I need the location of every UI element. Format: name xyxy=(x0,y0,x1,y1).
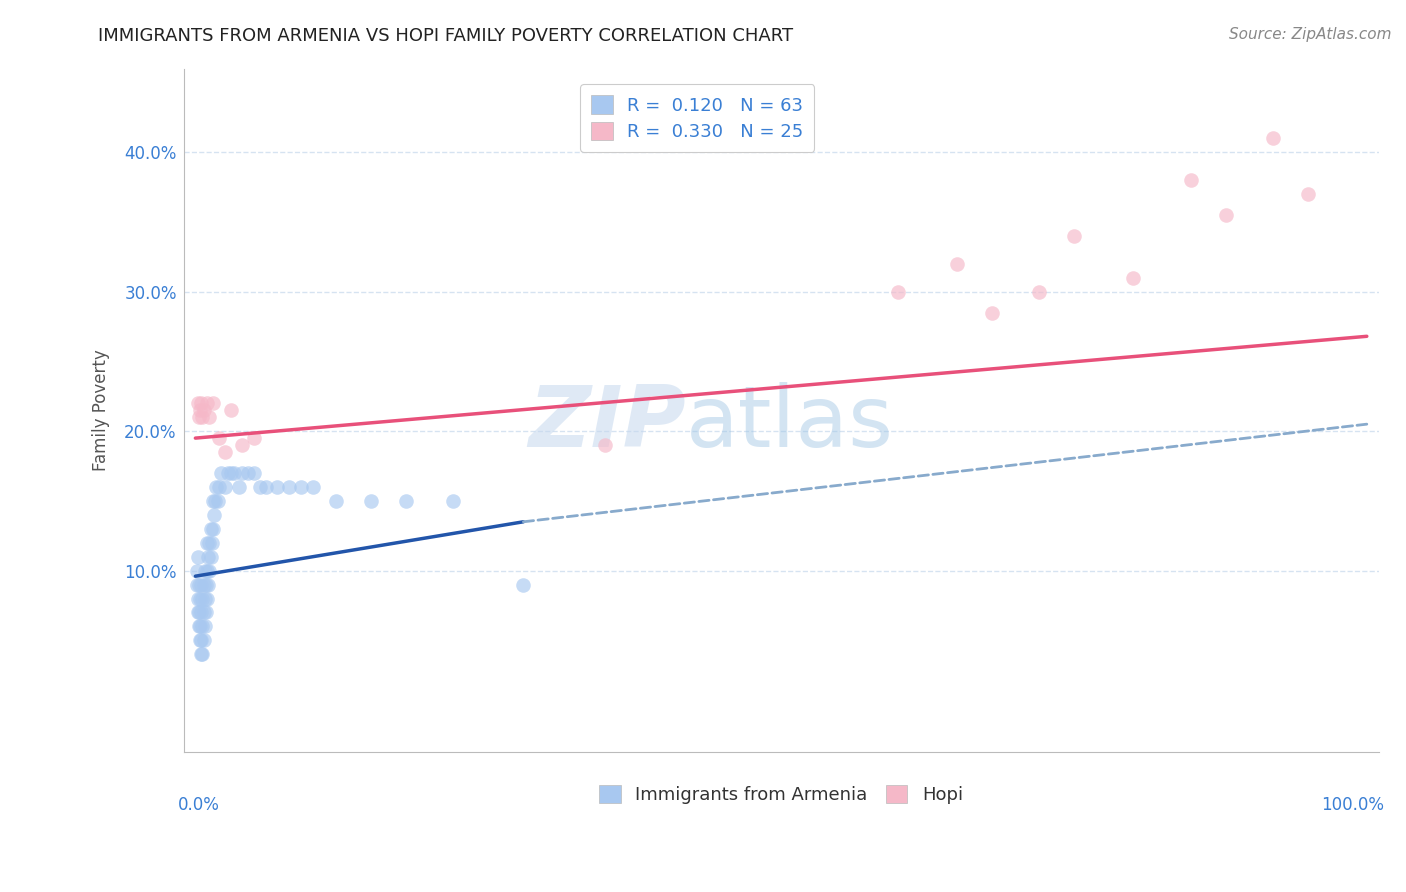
Point xyxy=(278,480,301,494)
Point xyxy=(186,577,208,591)
Point xyxy=(201,522,224,536)
Point xyxy=(887,285,910,299)
Point xyxy=(188,591,211,606)
Point xyxy=(301,480,323,494)
Point xyxy=(231,466,253,480)
Point xyxy=(188,619,211,633)
Point xyxy=(187,619,209,633)
Point xyxy=(200,522,222,536)
Point xyxy=(290,480,312,494)
Point xyxy=(201,494,224,508)
Text: 0.0%: 0.0% xyxy=(177,797,219,814)
Point xyxy=(201,535,224,549)
Point xyxy=(243,466,266,480)
Point xyxy=(190,577,212,591)
Point xyxy=(595,438,617,452)
Point xyxy=(194,577,217,591)
Point xyxy=(188,633,211,648)
Point xyxy=(981,305,1004,319)
Point xyxy=(191,619,214,633)
Point xyxy=(441,494,464,508)
Point xyxy=(193,633,215,648)
Point xyxy=(1261,131,1284,145)
Point xyxy=(1121,270,1143,285)
Point xyxy=(208,480,231,494)
Point xyxy=(360,494,382,508)
Text: IMMIGRANTS FROM ARMENIA VS HOPI FAMILY POVERTY CORRELATION CHART: IMMIGRANTS FROM ARMENIA VS HOPI FAMILY P… xyxy=(98,27,793,45)
Point xyxy=(193,403,215,417)
Point xyxy=(187,410,209,425)
Point xyxy=(204,494,226,508)
Point xyxy=(228,480,250,494)
Point xyxy=(197,577,219,591)
Point xyxy=(188,403,211,417)
Point xyxy=(208,431,231,445)
Point xyxy=(190,633,212,648)
Point xyxy=(219,466,242,480)
Point xyxy=(195,564,218,578)
Point xyxy=(187,396,209,410)
Point xyxy=(191,591,214,606)
Point xyxy=(1063,228,1085,243)
Point xyxy=(187,549,209,564)
Point xyxy=(219,403,242,417)
Point xyxy=(190,606,212,620)
Point xyxy=(207,494,229,508)
Point xyxy=(202,508,225,522)
Point xyxy=(187,606,209,620)
Point xyxy=(236,466,259,480)
Point xyxy=(214,445,236,459)
Point xyxy=(1180,173,1202,187)
Point xyxy=(197,549,219,564)
Point xyxy=(190,648,212,662)
Point xyxy=(254,480,277,494)
Point xyxy=(198,564,221,578)
Point xyxy=(187,577,209,591)
Point xyxy=(205,480,228,494)
Point xyxy=(194,591,217,606)
Point xyxy=(187,606,209,620)
Point xyxy=(187,591,209,606)
Point xyxy=(195,535,218,549)
Point xyxy=(193,606,215,620)
Point xyxy=(249,480,271,494)
Point xyxy=(193,577,215,591)
Point xyxy=(209,466,232,480)
Point xyxy=(214,480,236,494)
Point xyxy=(195,591,218,606)
Point xyxy=(395,494,418,508)
Legend: Immigrants from Armenia, Hopi: Immigrants from Armenia, Hopi xyxy=(592,778,970,811)
Text: atlas: atlas xyxy=(686,383,893,466)
Point xyxy=(231,438,253,452)
Text: ZIP: ZIP xyxy=(527,383,686,466)
Point xyxy=(243,431,266,445)
Point xyxy=(266,480,288,494)
Point xyxy=(222,466,245,480)
Point xyxy=(194,619,217,633)
Point xyxy=(325,494,347,508)
Point xyxy=(200,549,222,564)
Text: Source: ZipAtlas.com: Source: ZipAtlas.com xyxy=(1229,27,1392,42)
Point xyxy=(191,648,214,662)
Point xyxy=(512,577,534,591)
Point xyxy=(1215,208,1237,222)
Point xyxy=(1028,285,1050,299)
Point xyxy=(186,564,208,578)
Text: 100.0%: 100.0% xyxy=(1322,797,1385,814)
Point xyxy=(198,535,221,549)
Point xyxy=(194,564,217,578)
Point xyxy=(194,606,217,620)
Point xyxy=(1296,187,1319,202)
Point xyxy=(190,396,212,410)
Point xyxy=(195,396,218,410)
Point xyxy=(201,396,224,410)
Y-axis label: Family Poverty: Family Poverty xyxy=(93,350,110,471)
Point xyxy=(198,410,221,425)
Point xyxy=(191,410,214,425)
Point xyxy=(946,257,969,271)
Point xyxy=(217,466,239,480)
